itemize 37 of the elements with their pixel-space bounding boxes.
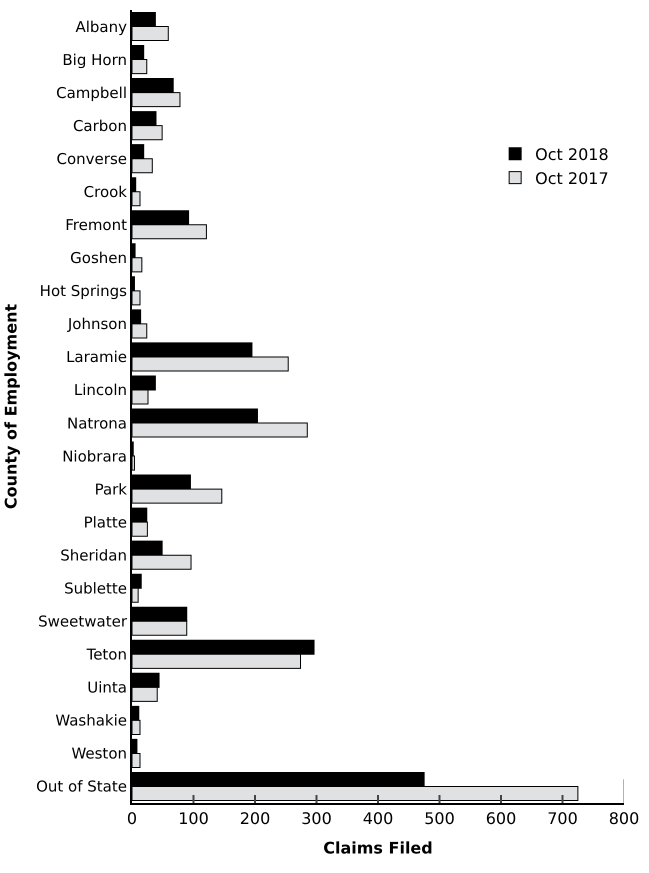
y-tick-label: Washakie — [55, 712, 127, 730]
x-axis-title: Claims Filed — [323, 838, 433, 858]
y-tick-label: Sweetwater — [38, 612, 128, 631]
y-tick-label: Platte — [84, 513, 127, 532]
y-tick-label: Laramie — [66, 348, 127, 366]
y-axis-title: County of Employment — [1, 304, 20, 510]
y-tick-label: Out of State — [36, 778, 127, 796]
y-tick-label: Goshen — [70, 249, 127, 268]
y-tick-label: Hot Springs — [40, 282, 128, 300]
x-tick-label: 400 — [362, 809, 394, 828]
y-tick-label: Sublette — [64, 579, 127, 598]
y-tick-label: Lincoln — [74, 381, 127, 400]
y-tick-label: Natrona — [66, 414, 127, 432]
y-tick-label: Teton — [86, 646, 127, 664]
x-tick-label: 800 — [608, 809, 640, 828]
y-tick-label: Carbon — [72, 116, 127, 135]
x-tick-label: 200 — [240, 809, 270, 828]
y-tick-label: Uinta — [87, 678, 127, 697]
y-tick-label: Johnson — [66, 315, 127, 334]
y-tick-label: Sheridan — [60, 546, 127, 564]
x-tick-label: 500 — [424, 809, 455, 828]
x-tick-label: 300 — [301, 809, 332, 828]
y-tick-label: Crook — [84, 182, 128, 201]
y-tick-label: Fremont — [65, 216, 128, 234]
y-tick-label: Campbell — [56, 84, 127, 102]
legend-label: Oct 2017 — [535, 168, 609, 188]
y-tick-label: Albany — [75, 18, 128, 36]
x-tick-label: 100 — [178, 809, 209, 828]
x-tick-label: 700 — [547, 809, 578, 828]
x-tick-label: 600 — [486, 809, 516, 828]
y-tick-label: Weston — [71, 744, 127, 763]
y-tick-label: Big Horn — [62, 50, 127, 69]
y-tick-label: Converse — [56, 150, 127, 168]
x-tick-label: 0 — [126, 809, 138, 828]
y-tick-label: Park — [94, 480, 128, 498]
legend-label: Oct 2018 — [535, 145, 609, 164]
y-tick-label: Niobrara — [62, 447, 127, 466]
